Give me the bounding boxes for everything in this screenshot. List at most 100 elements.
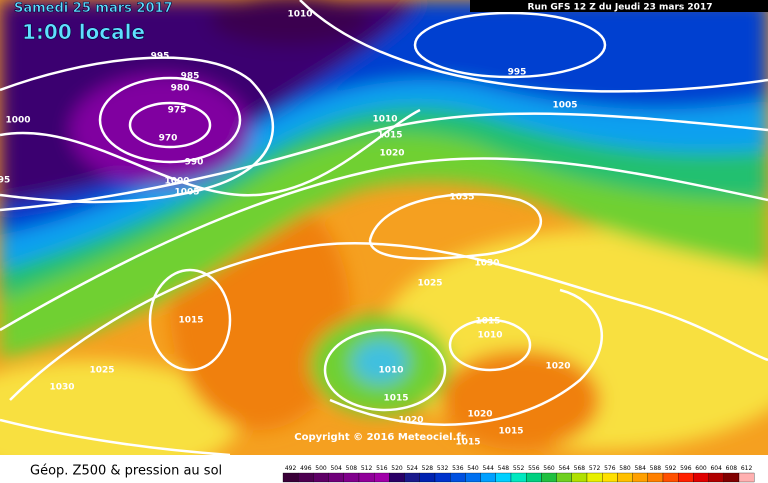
colorbar-swatch (434, 472, 451, 483)
colorbar-label: 556 (528, 465, 540, 472)
colorbar-swatch (374, 472, 390, 483)
colorbar-label: 496 (300, 465, 312, 472)
isobar-label: 975 (168, 106, 187, 116)
colorbar-swatch (298, 472, 314, 483)
colorbar-swatch (495, 472, 512, 483)
colorbar-swatch (526, 472, 542, 483)
colorbar: 492 496 500 504 508 512 516 520 524 528 532 536 540 5… (282, 465, 755, 483)
colorbar-label: 504 (330, 465, 342, 472)
colorbar-label: 592 (665, 465, 677, 472)
isobar-label: 1000 (5, 116, 30, 126)
isobar-label: 1000 (164, 177, 189, 187)
isobar-label: 1010 (477, 331, 502, 341)
colorbar-swatch (556, 472, 572, 483)
isobar-label: 1015 (377, 131, 402, 141)
colorbar-label: 532 (437, 465, 449, 472)
isobar-label: 1005 (174, 188, 199, 198)
isobar-label: 1010 (378, 366, 403, 376)
isobar-label: 1015 (475, 317, 500, 327)
colorbar-swatch (282, 472, 299, 483)
colorbar-swatch (738, 472, 755, 483)
colorbar-swatch (678, 472, 694, 483)
colorbar-label: 604 (710, 465, 722, 472)
run-info: Run GFS 12 Z du Jeudi 23 mars 2017 (528, 3, 713, 13)
colorbar-label: 600 (695, 465, 707, 472)
colorbar-swatch (450, 472, 466, 483)
colorbar-swatch (404, 472, 420, 483)
colorbar-label: 580 (619, 465, 631, 472)
colorbar-label: 584 (634, 465, 646, 472)
colorbar-label: 612 (741, 465, 753, 472)
colorbar-label: 524 (406, 465, 418, 472)
isobar-label: 95 (0, 176, 10, 186)
isobar-label: 1025 (89, 366, 114, 376)
legend-title: Géop. Z500 & pression au sol (30, 464, 222, 479)
isobar-label: 980 (171, 84, 190, 94)
copyright: Copyright © 2016 Meteociel.fr (294, 432, 465, 443)
isobar-label: 1020 (379, 149, 404, 159)
colorbar-swatch (662, 472, 679, 483)
colorbar-label: 516 (376, 465, 388, 472)
colorbar-swatch (541, 472, 557, 483)
colorbar-label: 500 (315, 465, 327, 472)
colorbar-swatch (602, 472, 618, 483)
isobar-label: 1030 (49, 383, 74, 393)
colorbar-swatch (510, 472, 527, 483)
colorbar-label: 564 (558, 465, 570, 472)
colorbar-label: 544 (482, 465, 494, 472)
colorbar-label: 512 (361, 465, 373, 472)
isobar-label: 1010 (372, 115, 397, 125)
isobar-label: 1025 (417, 279, 442, 289)
isobar-label: 1015 (498, 427, 523, 437)
colorbar-swatch (328, 472, 344, 483)
isobar-label: 1035 (449, 193, 474, 203)
colorbar-label: 588 (650, 465, 662, 472)
colorbar-label: 572 (589, 465, 601, 472)
colorbar-label: 548 (498, 465, 510, 472)
colorbar-label: 492 (285, 465, 297, 472)
colorbar-label: 560 (543, 465, 555, 472)
isobars (0, 0, 768, 455)
colorbar-label: 608 (726, 465, 738, 472)
isobar-label: 990 (185, 158, 204, 168)
colorbar-label: 508 (346, 465, 358, 472)
colorbar-swatch (313, 472, 329, 483)
colorbar-swatch (358, 472, 375, 483)
colorbar-swatch (708, 472, 724, 483)
colorbar-swatch (343, 472, 360, 483)
colorbar-label: 536 (452, 465, 464, 472)
isobar-label: 995 (508, 68, 527, 78)
colorbar-label: 552 (513, 465, 525, 472)
colorbar-swatch (465, 472, 481, 483)
valid-time: 1:00 locale (22, 20, 145, 44)
colorbar-swatch (693, 472, 709, 483)
isobar-label: 985 (181, 72, 200, 82)
isobar-labels: 1010995985980975970100099010001005959951… (0, 10, 578, 448)
colorbar-label: 528 (422, 465, 434, 472)
colorbar-swatch (617, 472, 633, 483)
colorbar-label: 596 (680, 465, 692, 472)
colorbar-swatch (419, 472, 436, 483)
isobar-label: 970 (159, 134, 178, 144)
colorbar-swatch (647, 472, 664, 483)
colorbar-label: 576 (604, 465, 616, 472)
isobar-label: 995 (151, 52, 170, 62)
isobar-label: 1005 (552, 101, 577, 111)
isobar-label: 1015 (455, 438, 480, 448)
colorbar-swatch (571, 472, 588, 483)
colorbar-label: 520 (391, 465, 403, 472)
colorbar-swatch (586, 472, 603, 483)
colorbar-swatch (723, 472, 740, 483)
isobar-label: 1015 (383, 394, 408, 404)
run-banner (470, 0, 768, 12)
isobar-label: 1030 (474, 259, 499, 269)
isobar-label: 1020 (545, 362, 570, 372)
colorbar-label: 540 (467, 465, 479, 472)
isobar-label: 1020 (398, 416, 423, 426)
isobar-label: 1020 (467, 410, 492, 420)
colorbar-label: 568 (574, 465, 586, 472)
isobar-label: 1015 (178, 316, 203, 326)
isobar-label: 1010 (287, 10, 312, 20)
